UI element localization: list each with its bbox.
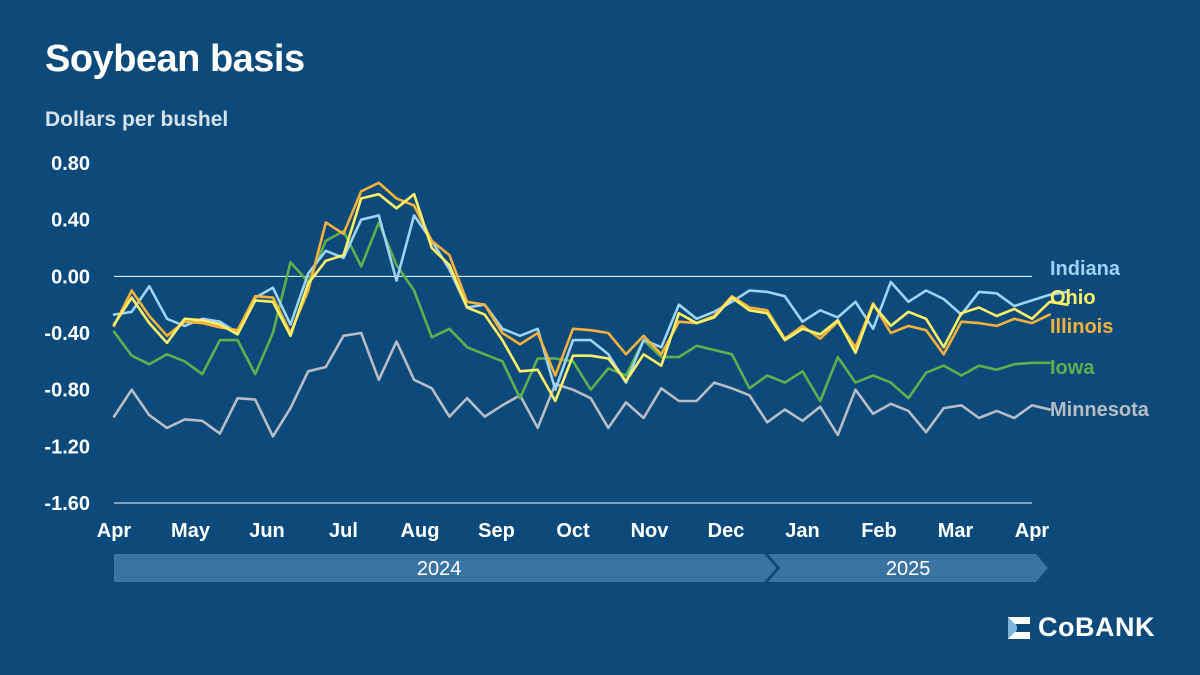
legend: Indiana Ohio Illinois Iowa Minnesota (1050, 258, 1150, 421)
y-axis: 0.80 0.40 0.00 -0.40 -0.80 -1.20 -1.60 (44, 153, 90, 515)
year-band-2025 (768, 554, 1048, 582)
year-band-label: 2025 (886, 558, 931, 580)
x-tick-label: Apr (97, 520, 132, 542)
x-tick-label: Oct (556, 520, 590, 542)
y-tick-label: 0.40 (51, 210, 90, 232)
legend-label-iowa: Iowa (1050, 357, 1095, 379)
x-tick-label: Jul (329, 520, 358, 542)
x-tick-label: Sep (478, 520, 515, 542)
series-lines (112, 181, 1069, 438)
cobank-logo: CoBANK (1006, 612, 1155, 643)
x-tick-label: May (171, 520, 211, 542)
year-band-strip: 2024 2025 (114, 554, 1048, 582)
legend-label-illinois: Illinois (1050, 316, 1113, 338)
series-line-indiana (112, 214, 1069, 392)
cobank-logo-mark-icon (1008, 616, 1030, 639)
x-tick-label: Dec (708, 520, 745, 542)
year-band-2024 (114, 554, 777, 582)
y-axis-unit-label: Dollars per bushel (45, 108, 229, 131)
x-tick-label: Jun (249, 520, 285, 542)
y-tick-label: 0.80 (51, 153, 90, 175)
x-tick-label: Apr (1015, 520, 1050, 542)
cobank-logo-text: CoBANK (1038, 612, 1155, 642)
y-tick-label: -1.60 (44, 493, 90, 515)
legend-label-minnesota: Minnesota (1050, 399, 1150, 421)
x-tick-label: Mar (938, 520, 974, 542)
x-tick-label: Nov (631, 520, 670, 542)
legend-label-ohio: Ohio (1050, 287, 1096, 309)
x-tick-label: Feb (861, 520, 897, 542)
y-tick-label: -1.20 (44, 436, 90, 458)
y-tick-label: -0.80 (44, 380, 90, 402)
y-tick-label: 0.00 (51, 266, 90, 288)
x-tick-label: Aug (401, 520, 440, 542)
series-line-minnesota (112, 331, 1051, 438)
page-title: Soybean basis (45, 38, 305, 80)
x-axis: Apr May Jun Jul Aug Sep Oct Nov Dec Jan Feb Mar Apr (97, 520, 1050, 542)
series-line-ohio (112, 192, 1069, 403)
series-line-iowa (112, 221, 1051, 403)
series-line-illinois (112, 181, 1051, 377)
x-tick-label: Jan (785, 520, 819, 542)
legend-label-indiana: Indiana (1050, 258, 1121, 280)
y-tick-label: -0.40 (44, 323, 90, 345)
year-band-label: 2024 (417, 558, 462, 580)
